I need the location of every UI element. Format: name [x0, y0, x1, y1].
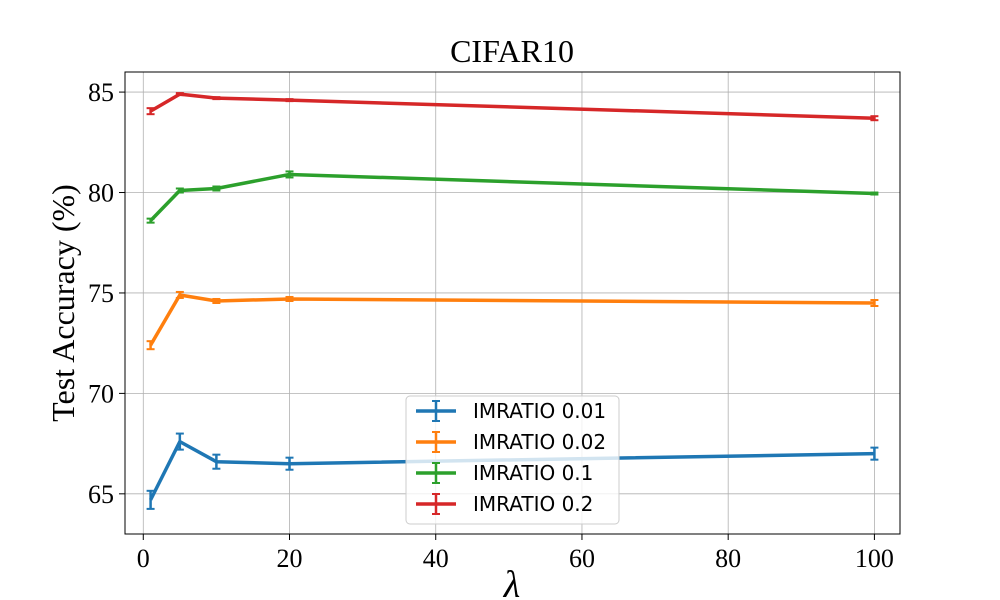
series-line — [149, 293, 875, 347]
legend-label: IMRATIO 0.01 — [473, 399, 606, 423]
y-tick-label: 65 — [88, 480, 114, 509]
series-line — [149, 172, 875, 222]
x-axis: 0 20 40 60 80 100 — [137, 534, 894, 573]
legend-box — [405, 395, 620, 525]
legend-entry: IMRATIO 0.01 — [416, 399, 606, 423]
legend-label: IMRATIO 0.2 — [473, 492, 593, 516]
series-imratio-0-2 — [146, 92, 879, 122]
x-tick-label: 60 — [569, 544, 595, 573]
series-imratio-0-1 — [146, 170, 879, 224]
legend-label: IMRATIO 0.1 — [473, 461, 593, 485]
legend-entry: IMRATIO 0.02 — [416, 430, 606, 454]
y-tick-label: 85 — [88, 78, 114, 107]
plot-frame — [124, 71, 901, 535]
x-tick-label: 0 — [137, 544, 150, 573]
x-tick-label: 20 — [277, 544, 303, 573]
y-tick-label: 70 — [88, 379, 114, 408]
chart-title: CIFAR10 — [450, 33, 574, 69]
legend: IMRATIO 0.01 IMRATIO 0.02 IMRATIO 0.1 IMRAT… — [405, 395, 620, 525]
x-tick-label: 40 — [423, 544, 449, 573]
y-tick-label: 75 — [88, 279, 114, 308]
y-axis-label: Test Accuracy (%) — [45, 184, 81, 422]
series-imratio-0-02 — [146, 290, 879, 351]
x-tick-label: 80 — [715, 544, 741, 573]
legend-entry: IMRATIO 0.1 — [416, 461, 593, 485]
y-tick-label: 80 — [88, 179, 114, 208]
legend-entry: IMRATIO 0.2 — [416, 492, 593, 516]
series-line — [149, 92, 875, 120]
legend-label: IMRATIO 0.02 — [473, 430, 606, 454]
y-axis: 65 70 75 80 85 — [88, 78, 125, 509]
x-axis-label: λ — [503, 564, 520, 600]
x-tick-label: 100 — [855, 544, 894, 573]
